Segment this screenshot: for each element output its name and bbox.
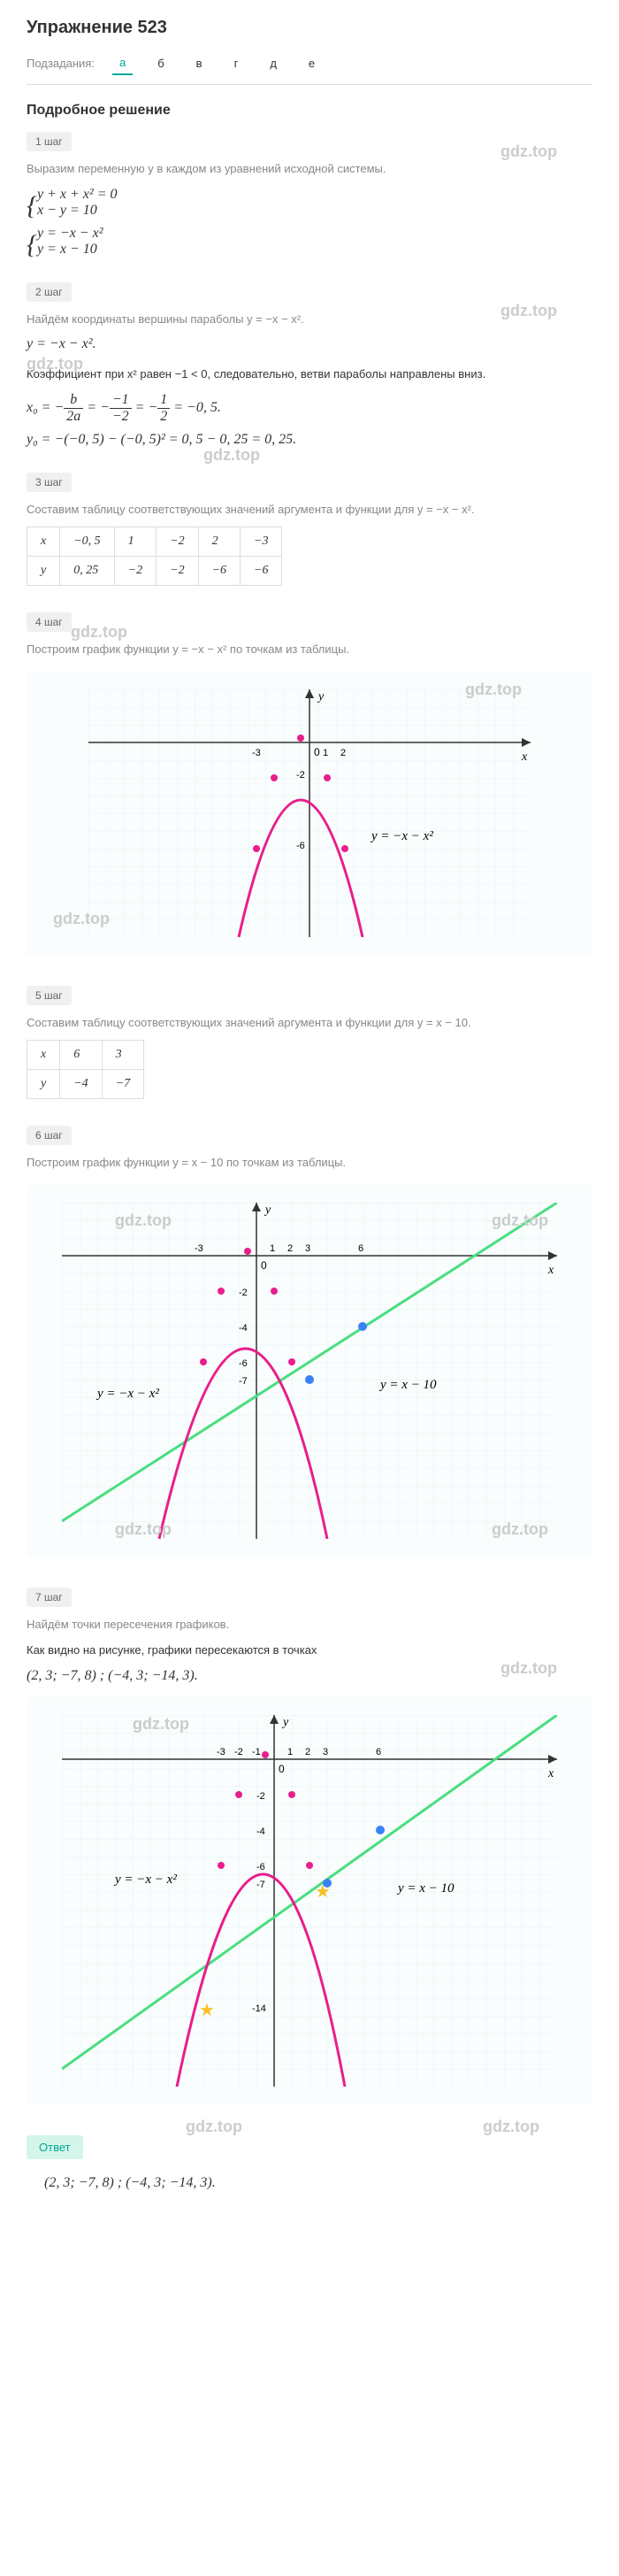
table-row: y 0, 25 −2 −2 −6 −6 — [27, 557, 282, 586]
eq-x0: x₀ = −b2a = −−1−2 = −12 = −0, 5. — [27, 392, 592, 425]
svg-text:1: 1 — [287, 1747, 293, 1757]
svg-text:1: 1 — [323, 748, 328, 758]
svg-text:★: ★ — [315, 1882, 331, 1902]
intersection-chart: x y 0 -3 -2 -1 1 2 3 6 -2 -4 -6 -7 -14 ★ — [62, 1715, 557, 2087]
tab-f[interactable]: е — [302, 52, 322, 74]
system-1: { y + x + x² = 0 x − y = 10 — [27, 187, 592, 219]
svg-text:-2: -2 — [239, 1288, 248, 1298]
subtasks-bar: Подзадания: а б в г д е — [27, 51, 592, 85]
eq-2a: y = −x − x² — [37, 226, 592, 242]
watermark: gdz.top — [483, 2118, 539, 2136]
svg-text:x: x — [547, 1264, 554, 1277]
step-7-text2: Как видно на рисунке, графики пересекают… — [27, 1642, 592, 1659]
svg-text:0: 0 — [261, 1259, 267, 1272]
svg-text:2: 2 — [340, 748, 346, 758]
svg-text:y: y — [317, 690, 325, 704]
answer-text: (2, 3; −7, 8) ; (−4, 3; −14, 3). — [27, 2175, 592, 2191]
answer-badge: Ответ — [27, 2135, 83, 2159]
step-4-text: Построим график функции y = −x − x² по т… — [27, 641, 592, 658]
step-6-badge: 6 шаг — [27, 1126, 72, 1145]
step-6-text: Построим график функции y = x − 10 по то… — [27, 1154, 592, 1172]
svg-text:y = x − 10: y = x − 10 — [378, 1378, 437, 1392]
svg-text:y = −x − x²: y = −x − x² — [96, 1387, 159, 1401]
svg-text:y = x − 10: y = x − 10 — [396, 1881, 455, 1895]
svg-text:-14: -14 — [252, 2003, 266, 2014]
svg-text:x: x — [521, 750, 528, 764]
step-2-badge: 2 шаг — [27, 282, 72, 302]
step-3-text: Составим таблицу соответствующих значени… — [27, 501, 592, 519]
watermark: gdz.top — [501, 142, 557, 161]
svg-text:x: x — [547, 1767, 554, 1780]
step-1-badge: 1 шаг — [27, 132, 72, 151]
eq-1a: y + x + x² = 0 — [37, 187, 592, 203]
table-2: x 6 3 y −4 −7 — [27, 1040, 144, 1099]
eq-1b: x − y = 10 — [37, 203, 592, 219]
svg-text:-6: -6 — [296, 841, 305, 851]
tab-e[interactable]: д — [263, 52, 284, 74]
svg-text:-1: -1 — [252, 1747, 261, 1757]
svg-text:y: y — [281, 1716, 289, 1729]
step-5-badge: 5 шаг — [27, 986, 72, 1005]
watermark: gdz.top — [186, 2118, 242, 2136]
svg-text:3: 3 — [323, 1747, 328, 1757]
svg-text:y: y — [264, 1203, 271, 1217]
table-row: x −0, 5 1 −2 2 −3 — [27, 527, 282, 557]
step-7-badge: 7 шаг — [27, 1588, 72, 1607]
tab-a[interactable]: а — [112, 51, 133, 75]
svg-text:-2: -2 — [296, 770, 305, 780]
svg-text:3: 3 — [305, 1243, 310, 1254]
svg-text:-3: -3 — [195, 1243, 203, 1254]
svg-text:★: ★ — [199, 2001, 215, 2020]
svg-text:y = −x − x²: y = −x − x² — [370, 829, 433, 843]
svg-text:-7: -7 — [256, 1880, 265, 1890]
table-row: y −4 −7 — [27, 1070, 144, 1099]
exercise-title: Упражнение 523 — [27, 18, 592, 38]
chart-2: gdz.top gdz.top gdz.top gdz.top x y 0 -3… — [27, 1185, 592, 1557]
svg-text:1: 1 — [270, 1243, 275, 1254]
svg-text:-3: -3 — [217, 1747, 225, 1757]
svg-text:y = −x − x²: y = −x − x² — [113, 1872, 177, 1887]
svg-text:-6: -6 — [239, 1358, 248, 1369]
combined-chart: x y 0 -3 1 2 3 6 -2 -4 -6 -7 y = −x − x²… — [62, 1203, 557, 1539]
eq-parabola: y = −x − x². — [27, 336, 592, 352]
step-3-badge: 3 шаг — [27, 473, 72, 492]
chart-1: gdz.top gdz.top x y 0 -3 1 2 -2 -6 — [27, 672, 592, 955]
svg-text:-3: -3 — [252, 748, 261, 758]
svg-text:-4: -4 — [239, 1323, 248, 1334]
svg-text:0: 0 — [279, 1763, 285, 1775]
table-1: x −0, 5 1 −2 2 −3 y 0, 25 −2 −2 −6 −6 — [27, 527, 282, 586]
step-7-text: Найдём точки пересечения графиков. — [27, 1616, 592, 1634]
eq-2b: y = x − 10 — [37, 242, 592, 258]
svg-text:2: 2 — [287, 1243, 293, 1254]
svg-text:-7: -7 — [239, 1376, 248, 1387]
step-1-text: Выразим переменную y в каждом из уравнен… — [27, 160, 592, 178]
svg-text:2: 2 — [305, 1747, 310, 1757]
system-2: { y = −x − x² y = x − 10 — [27, 226, 592, 258]
tab-b[interactable]: б — [150, 52, 171, 74]
step-4-badge: 4 шаг — [27, 612, 72, 632]
svg-text:-2: -2 — [256, 1791, 265, 1802]
step-2-text: Найдём координаты вершины параболы y = −… — [27, 311, 592, 328]
step-5-text: Составим таблицу соответствующих значени… — [27, 1014, 592, 1032]
step-2-text2: Коэффициент при x² равен −1 < 0, следова… — [27, 365, 592, 383]
svg-text:6: 6 — [376, 1747, 381, 1757]
svg-text:-6: -6 — [256, 1862, 265, 1872]
svg-text:-2: -2 — [234, 1747, 243, 1757]
subtasks-label: Подзадания: — [27, 57, 95, 70]
chart-3: gdz.top x y 0 -3 -2 -1 1 2 3 6 -2 -4 -6 — [27, 1697, 592, 2104]
eq-y0: y₀ = −(−0, 5) − (−0, 5)² = 0, 5 − 0, 25 … — [27, 432, 592, 448]
tab-d[interactable]: г — [227, 52, 246, 74]
svg-text:0: 0 — [314, 746, 320, 758]
table-row: x 6 3 — [27, 1041, 144, 1070]
watermark: gdz.top — [203, 446, 260, 465]
parabola-chart: x y 0 -3 1 2 -2 -6 y = −x − x² — [88, 689, 531, 937]
intersection-points: (2, 3; −7, 8) ; (−4, 3; −14, 3). — [27, 1668, 592, 1684]
svg-text:-4: -4 — [256, 1826, 265, 1837]
tab-c[interactable]: в — [189, 52, 210, 74]
watermark: gdz.top — [71, 623, 127, 642]
svg-text:6: 6 — [358, 1243, 363, 1254]
solution-heading: Подробное решение — [27, 103, 592, 119]
